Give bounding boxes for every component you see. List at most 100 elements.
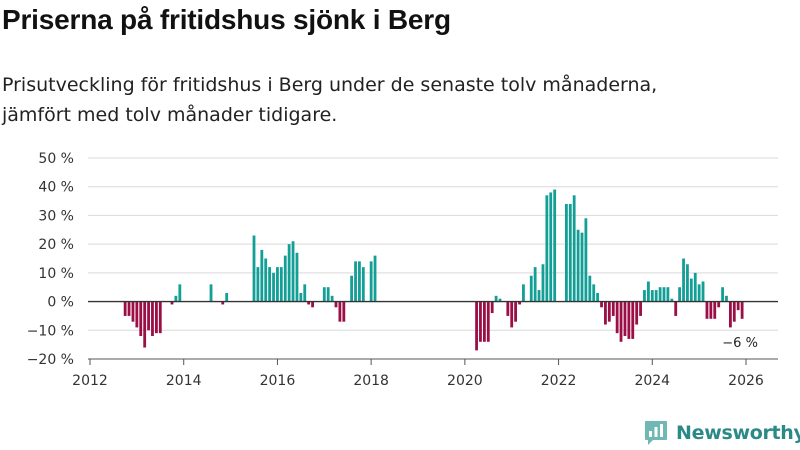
x-tick-label: 2022 — [541, 373, 577, 389]
bar — [522, 284, 525, 302]
bar — [717, 301, 721, 308]
y-tick-label: −20 % — [27, 352, 74, 368]
bar — [264, 258, 268, 302]
bar — [272, 272, 275, 302]
bar — [705, 301, 709, 319]
bar — [486, 301, 490, 342]
bar — [545, 195, 549, 302]
y-tick-label: 0 % — [47, 295, 74, 311]
bar — [482, 301, 486, 342]
bar — [127, 301, 131, 316]
bar — [643, 290, 646, 302]
x-tick-label: 2018 — [353, 373, 389, 389]
bar — [174, 295, 178, 302]
bar — [135, 301, 139, 328]
bar — [580, 232, 584, 302]
bar — [291, 241, 295, 302]
bar — [607, 301, 611, 322]
annotations: −6 % — [722, 336, 758, 351]
bar — [276, 267, 279, 302]
bar — [623, 301, 627, 337]
x-tick-label: 2014 — [166, 373, 202, 389]
bar — [354, 261, 357, 302]
y-tick-label: 20 % — [38, 237, 74, 253]
bar — [369, 261, 373, 302]
bar — [674, 301, 678, 316]
x-tick-label: 2016 — [260, 373, 296, 389]
bar — [256, 267, 260, 302]
subtitle-line-2: jämfört med tolv månader tidigare. — [2, 104, 338, 126]
bar — [732, 301, 736, 322]
bar — [373, 255, 377, 302]
bar — [592, 284, 596, 302]
bar — [147, 301, 150, 331]
bar — [662, 287, 666, 302]
bar — [252, 235, 256, 302]
bar — [139, 301, 143, 337]
bar — [721, 287, 724, 302]
bar — [725, 295, 728, 302]
bar — [299, 292, 303, 302]
bar — [537, 290, 541, 302]
bar — [350, 275, 354, 302]
bar — [619, 301, 623, 342]
bar — [713, 301, 717, 319]
bar — [268, 267, 272, 302]
bar — [611, 301, 615, 316]
bar — [533, 267, 537, 302]
bar — [686, 264, 689, 302]
bar — [549, 192, 553, 302]
bar — [576, 229, 580, 302]
subtitle-line-1: Prisutveckling för fritidshus i Berg und… — [2, 74, 658, 96]
y-tick-label: 10 % — [38, 266, 74, 282]
chart-subtitle: Prisutveckling för fritidshus i Berg und… — [2, 70, 792, 130]
bar — [510, 301, 514, 328]
bar — [170, 301, 174, 305]
bar — [736, 301, 740, 311]
bar — [283, 255, 287, 302]
bar — [701, 281, 705, 302]
bar — [553, 189, 557, 302]
last-value-label: −6 % — [722, 336, 758, 351]
chart-title: Priserna på fritidshus sjönk i Berg — [2, 4, 451, 35]
bar — [225, 292, 229, 302]
bar — [342, 301, 346, 322]
bar — [631, 301, 635, 339]
newsworthy-wordmark: Newsworthy — [676, 422, 800, 444]
x-tick-label: 2012 — [72, 373, 108, 389]
x-tick-label: 2024 — [634, 373, 670, 389]
y-axis-tick-labels: −20 % −10 % 0 % 10 % 20 % 30 % 40 % 50 % — [27, 151, 74, 368]
bar — [728, 301, 732, 328]
bar — [303, 284, 307, 302]
bar — [295, 252, 299, 302]
bar — [541, 264, 545, 302]
bar — [498, 298, 502, 302]
bar — [307, 301, 311, 305]
bar — [326, 287, 330, 302]
bar — [151, 301, 154, 337]
x-axis: 2012 2014 2016 2018 2020 2022 2024 2026 — [72, 358, 778, 389]
bar — [596, 292, 600, 302]
bar — [311, 301, 314, 308]
bar — [158, 301, 162, 334]
bar — [709, 301, 713, 319]
bar — [658, 287, 662, 302]
bar — [646, 281, 650, 302]
bar — [604, 301, 607, 325]
bar — [260, 249, 264, 302]
bar — [678, 287, 682, 302]
bar — [615, 301, 619, 334]
bar — [518, 301, 521, 305]
bar — [490, 301, 494, 314]
bar — [697, 284, 701, 302]
bar — [564, 203, 568, 302]
bar — [334, 301, 338, 308]
y-tick-label: 50 % — [38, 151, 74, 167]
bar — [670, 298, 674, 302]
bar — [209, 284, 213, 302]
bar — [154, 301, 158, 334]
bar — [330, 295, 334, 302]
y-tick-label: 30 % — [38, 208, 74, 224]
bar — [693, 272, 697, 302]
